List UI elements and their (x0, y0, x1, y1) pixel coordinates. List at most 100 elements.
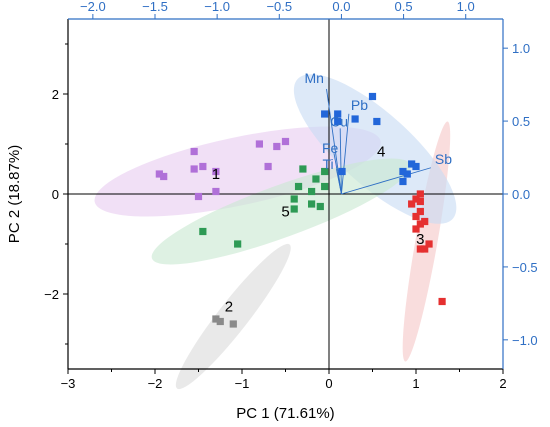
point-group-2 (212, 315, 220, 323)
loading-label-mn: Mn (305, 70, 324, 86)
point-group-3 (416, 207, 424, 216)
point-group-1 (281, 137, 290, 146)
y-tick-label: 0 (52, 187, 59, 202)
top-tick-label: −1.5 (142, 0, 168, 14)
reference-lines (68, 19, 503, 369)
point-group-3 (408, 200, 416, 208)
group-label-5: 5 (281, 204, 289, 221)
right-tick-label: −0.5 (512, 260, 538, 275)
point-group-5 (290, 205, 298, 213)
top-tick-label: 0.0 (332, 0, 350, 14)
top-tick-label: −2.0 (80, 0, 106, 14)
point-group-4 (373, 117, 381, 126)
data-points (155, 92, 446, 328)
point-group-4 (408, 160, 416, 168)
point-group-2 (229, 320, 237, 328)
y-tick-label: 2 (52, 87, 59, 102)
point-group-4 (321, 110, 329, 118)
point-group-4 (412, 162, 420, 171)
right-tick-label: 1.0 (512, 41, 530, 56)
point-group-1 (190, 147, 198, 156)
loading-label-pb: Pb (351, 97, 368, 113)
loading-vector-ti (336, 169, 342, 195)
loading-vectors (326, 88, 432, 195)
point-group-4 (334, 117, 342, 126)
ellipse-group-2 (175, 243, 291, 390)
loading-vector-pb (340, 113, 350, 195)
point-group-5 (290, 195, 298, 203)
x-tick-label: −2 (148, 376, 163, 391)
point-group-2 (216, 317, 224, 326)
point-group-1 (199, 162, 207, 171)
top-tick-label: 0.5 (395, 0, 413, 14)
point-group-1 (190, 165, 198, 173)
point-group-5 (299, 165, 307, 173)
point-group-1 (264, 162, 272, 171)
point-group-3 (416, 245, 424, 253)
point-group-5 (308, 200, 316, 208)
y-tick-label: −2 (44, 287, 59, 302)
group-labels: 1 2 3 4 5 (212, 144, 425, 316)
point-group-4 (351, 115, 359, 123)
point-group-1 (255, 140, 263, 148)
point-group-1 (212, 187, 220, 196)
top-tick-label: −0.5 (266, 0, 292, 14)
loading-label-cu: Cu (330, 113, 348, 129)
point-group-4 (399, 167, 407, 176)
top-tick-label: 1.0 (457, 0, 475, 14)
point-group-3 (425, 240, 433, 248)
right-tick-label: 0.5 (512, 114, 530, 129)
point-group-5 (294, 182, 303, 191)
point-group-3 (412, 225, 420, 233)
point-group-3 (412, 212, 420, 221)
group-label-4: 4 (377, 144, 385, 161)
loading-label-ti: Ti (322, 156, 333, 172)
point-group-4 (399, 177, 407, 186)
group-label-2: 2 (225, 299, 233, 316)
point-group-4 (334, 110, 342, 118)
y-axis-title: PC 2 (18.87%) (6, 145, 23, 243)
point-group-4 (403, 170, 411, 178)
point-group-5 (308, 187, 316, 196)
point-group-3 (416, 220, 424, 228)
x-tick-label: 2 (499, 376, 506, 391)
point-group-5 (312, 175, 320, 183)
point-group-4 (338, 167, 346, 176)
point-group-1 (194, 192, 203, 201)
x-axis-title: PC 1 (71.61%) (236, 405, 334, 422)
loading-label-sb: Sb (435, 151, 452, 167)
group-label-1: 1 (212, 166, 220, 183)
point-group-3 (421, 245, 429, 253)
right-tick-label: 0.0 (512, 187, 530, 202)
point-group-5 (321, 167, 329, 176)
point-group-3 (438, 297, 446, 306)
point-group-3 (416, 190, 424, 198)
x-tick-label: −1 (235, 376, 250, 391)
ellipse-group-5 (151, 158, 411, 265)
right-tick-label: −1.0 (512, 333, 538, 348)
point-group-3 (416, 197, 424, 206)
point-group-5 (234, 240, 242, 248)
loading-vector-sb (341, 167, 432, 195)
x-tick-label: 0 (325, 376, 332, 391)
loading-vector-mn (326, 88, 342, 195)
group-label-3: 3 (416, 231, 424, 248)
loading-label-fe: Fe (322, 140, 339, 156)
point-group-5 (316, 202, 324, 211)
point-group-1 (155, 170, 163, 178)
point-group-5 (321, 182, 329, 191)
point-group-1 (212, 167, 220, 176)
loading-vector-cu (339, 128, 342, 195)
point-group-1 (273, 142, 281, 151)
point-group-3 (412, 195, 420, 203)
x-tick-label: 1 (412, 376, 419, 391)
top-tick-label: −1.0 (204, 0, 230, 14)
point-group-1 (160, 172, 168, 181)
point-group-4 (368, 92, 377, 101)
x-tick-label: −3 (61, 376, 76, 391)
axis-ticks: −3 −2 −1 0 1 2 −2 0 2 −2.0 −1.5 −1.0 −0.5 0.0 0.5 1.0 −1… (44, 0, 538, 391)
point-group-5 (199, 227, 207, 236)
point-group-3 (421, 217, 429, 226)
